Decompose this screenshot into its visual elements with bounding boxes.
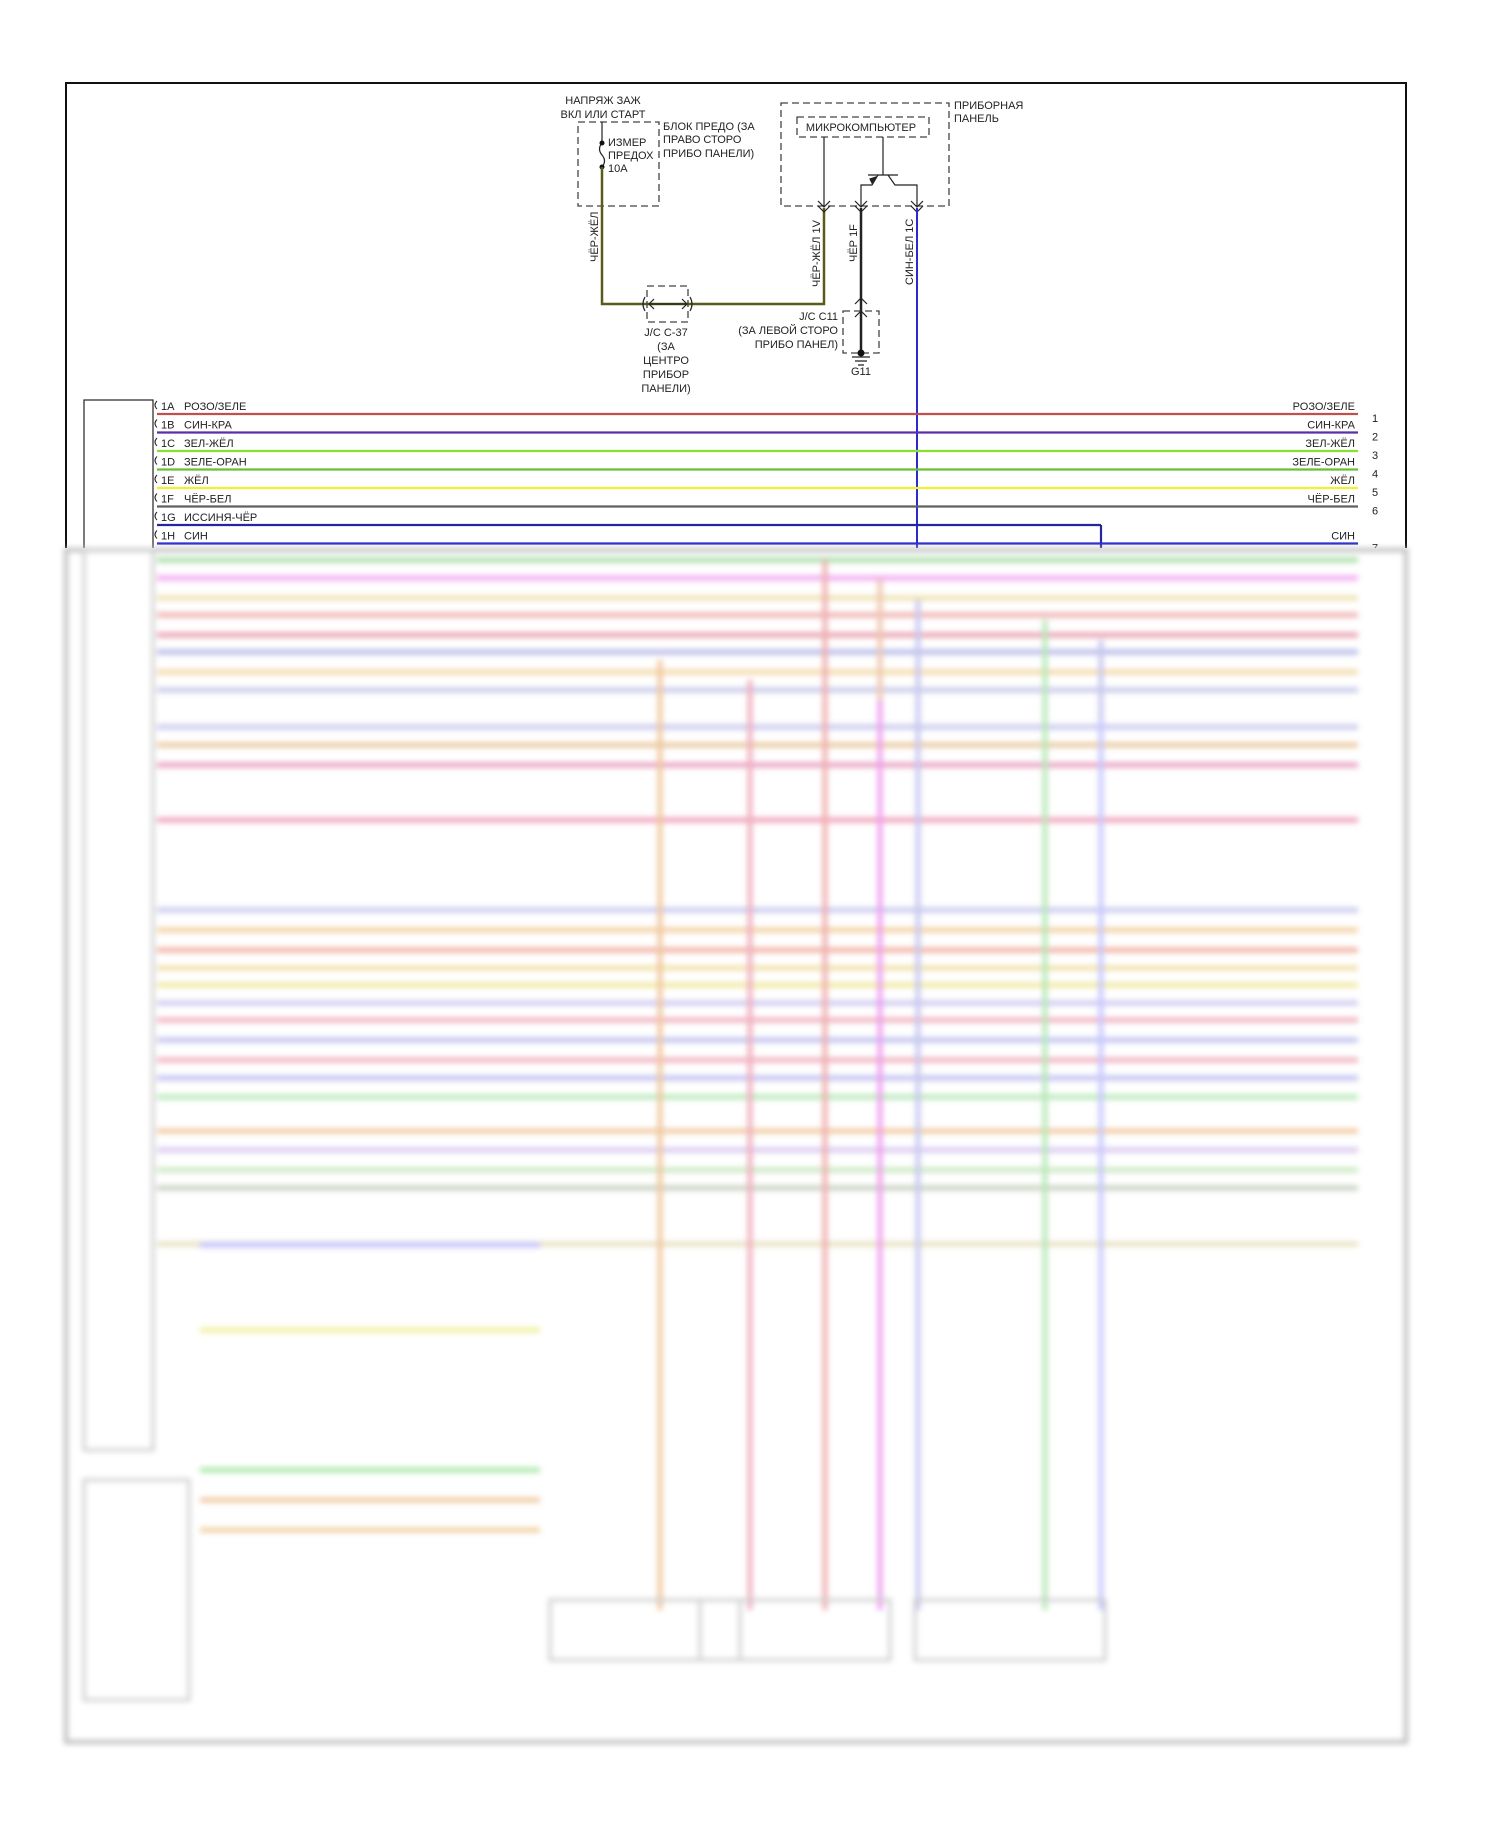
wire-number: 4 xyxy=(1372,469,1378,481)
fuse-block-label: ПРИБО ПАНЕЛИ) xyxy=(663,148,754,160)
wire-color-label-right: СИН xyxy=(1331,531,1355,543)
wire-label: ЧЁР 1F xyxy=(848,224,860,262)
wire-color-label: ЧЁР-БЕЛ xyxy=(184,494,231,506)
instrument-panel: ПРИБОРНАЯ ПАНЕЛЬ МИКРОКОМПЬЮТЕР xyxy=(780,100,1023,213)
wire-color-label-right: СИН-КРА xyxy=(1307,420,1355,432)
wire-row: 1A РОЗО/ЗЕЛЕ РОЗО/ЗЕЛЕ 1 xyxy=(154,400,1378,425)
blurred-lower-diagram xyxy=(64,548,1408,1744)
transistor-icon xyxy=(860,137,918,206)
wire-color-label: РОЗО/ЗЕЛЕ xyxy=(184,401,246,413)
wire-color-label: ЗЕЛЕ-ОРАН xyxy=(184,457,247,469)
jc11-label: J/C C11 xyxy=(799,311,838,323)
wire-black-yellow: ЧЁР-ЖЁЛ ЧЁР-ЖЁЛ 1V xyxy=(589,167,826,306)
jc11-label: (ЗА ЛЕВОЙ СТОРО xyxy=(738,324,838,337)
wire-label: СИН-БЕЛ 1C xyxy=(904,219,916,285)
fuse-icon xyxy=(598,142,606,168)
wire-row: 1B СИН-КРА СИН-КРА 2 xyxy=(154,419,1378,444)
connector-1v xyxy=(817,200,831,213)
jc37-label: ПРИБОР xyxy=(643,369,689,381)
wire-number: 2 xyxy=(1372,432,1378,444)
wire-number: 3 xyxy=(1372,450,1378,462)
wire-color-label: ЖЁЛ xyxy=(184,475,209,487)
fuse-block: НАПРЯЖ ЗАЖ ВКЛ ИЛИ СТАРТ ИЗМЕР ПРЕДОХ 10… xyxy=(561,95,755,207)
microcomputer-label: МИКРОКОМПЬЮТЕР xyxy=(806,122,916,134)
fuse-label: ПРЕДОХ xyxy=(608,150,654,162)
wire-label: ЧЁР-ЖЁЛ xyxy=(589,212,601,262)
wire-color-label-right: ЗЕЛ-ЖЁЛ xyxy=(1305,438,1355,450)
wire-label: ЧЁР-ЖЁЛ 1V xyxy=(811,219,823,287)
pin-label: 1D xyxy=(161,457,175,469)
wire-color-label: СИН-КРА xyxy=(184,420,232,432)
pin-label: 1C xyxy=(161,438,175,450)
wire-row: 1E ЖЁЛ ЖЁЛ 5 xyxy=(154,474,1378,499)
pin-label: 1G xyxy=(161,512,176,524)
ground-icon xyxy=(852,356,870,366)
wire-color-label: ЗЕЛ-ЖЁЛ xyxy=(184,438,234,450)
jc37-label: J/C C-37 xyxy=(644,327,687,339)
pin-label: 1E xyxy=(161,475,174,487)
pin-label: 1H xyxy=(161,531,175,543)
wire-color-label-right: ЗЕЛЕ-ОРАН xyxy=(1292,457,1355,469)
ignition-label: НАПРЯЖ ЗАЖ xyxy=(565,95,640,107)
wire-color-label-right: ЖЁЛ xyxy=(1330,475,1355,487)
junction-connector-c37: J/C C-37 (ЗА ЦЕНТРО ПРИБОР ПАНЕЛИ) xyxy=(641,285,693,395)
fuse-block-label: ПРАВО СТОРО xyxy=(663,134,742,146)
fuse-label: ИЗМЕР xyxy=(608,137,646,149)
jc37-label: ПАНЕЛИ) xyxy=(641,383,690,395)
instrument-panel-label: ПАНЕЛЬ xyxy=(954,113,999,125)
jc37-label: ЦЕНТРО xyxy=(643,355,689,367)
wire-number: 1 xyxy=(1372,413,1378,425)
wire-color-label-right: ЧЁР-БЕЛ xyxy=(1308,494,1355,506)
wire-black-1f: ЧЁР 1F G11 J/C C11 (ЗА ЛЕВОЙ СТОРО ПРИБО… xyxy=(738,208,880,378)
wire-blue-white-1c: СИН-БЕЛ 1C xyxy=(904,208,918,560)
wire-number: 5 xyxy=(1372,487,1378,499)
jc37-label: (ЗА xyxy=(657,341,675,353)
ground-label: G11 xyxy=(851,366,871,378)
jc11-label: ПРИБО ПАНЕЛ) xyxy=(755,339,838,351)
wire-row: 1C ЗЕЛ-ЖЁЛ ЗЕЛ-ЖЁЛ 3 xyxy=(154,437,1378,462)
wire-row: 1D ЗЕЛЕ-ОРАН ЗЕЛЕ-ОРАН 4 xyxy=(154,456,1378,481)
pin-label: 1F xyxy=(161,494,174,506)
pin-label: 1B xyxy=(161,420,174,432)
instrument-panel-label: ПРИБОРНАЯ xyxy=(954,100,1023,112)
wire-number: 6 xyxy=(1372,506,1378,518)
wire-color-label: СИН xyxy=(184,531,208,543)
fuse-block-label: БЛОК ПРЕДО (ЗА xyxy=(663,121,755,133)
fuse-label: 10А xyxy=(608,163,628,175)
wire-color-label: ИССИНЯ-ЧЁР xyxy=(184,512,257,524)
wire-row: 1HСИНСИН7 xyxy=(154,530,1378,555)
pin-label: 1A xyxy=(161,401,175,413)
wire-color-label-right: РОЗО/ЗЕЛЕ xyxy=(1293,401,1355,413)
ignition-label: ВКЛ ИЛИ СТАРТ xyxy=(561,109,646,121)
wire-row: 1F ЧЁР-БЕЛ ЧЁР-БЕЛ 6 xyxy=(154,493,1378,518)
